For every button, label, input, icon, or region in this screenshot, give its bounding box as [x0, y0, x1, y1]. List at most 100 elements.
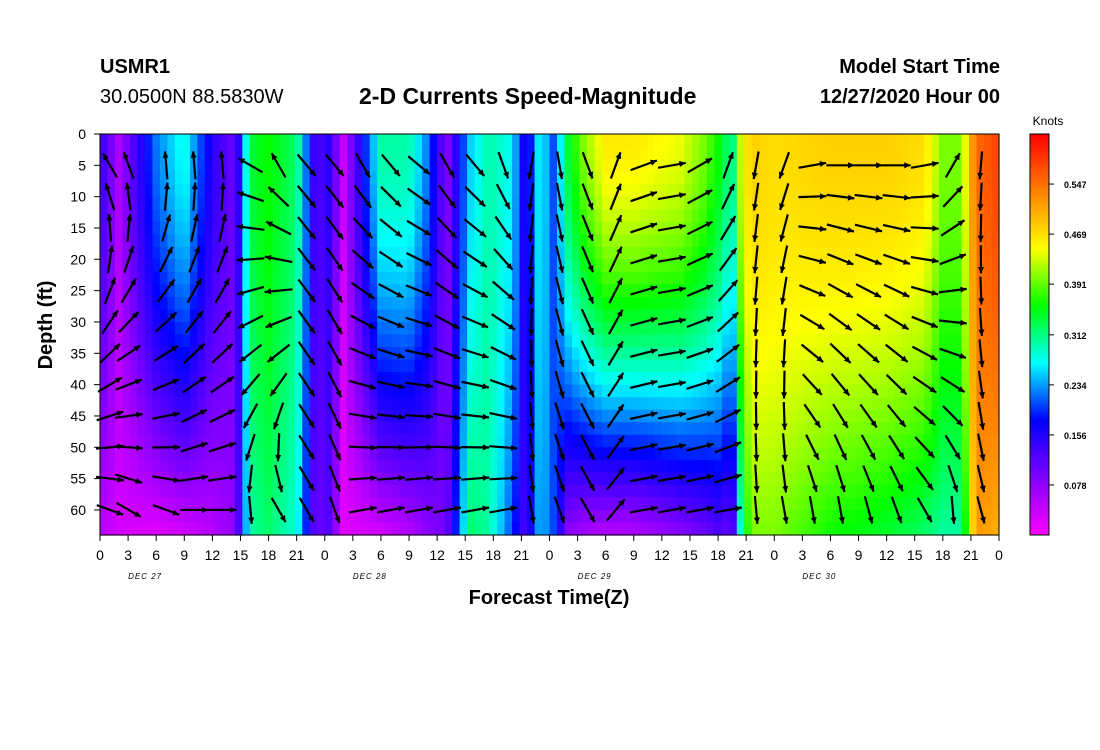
heatmap-cell [781, 359, 790, 373]
heatmap-cell [459, 347, 468, 361]
heatmap-cell [601, 234, 611, 248]
heatmap-cell [152, 447, 161, 461]
heatmap-cell [204, 509, 213, 524]
heatmap-cell [144, 196, 154, 210]
heatmap-cell [317, 447, 326, 461]
heatmap-cell [474, 196, 483, 210]
heatmap-cell [369, 347, 378, 361]
model-start-label: Model Start Time [839, 56, 1000, 78]
heatmap-cell [654, 271, 663, 285]
heatmap-cell [931, 347, 940, 361]
heatmap-cell [954, 334, 963, 348]
x-tick-label: 18 [261, 547, 277, 563]
heatmap-cell [826, 522, 835, 536]
heatmap-cell [452, 171, 461, 185]
heatmap-cell [849, 271, 858, 285]
heatmap-cell [129, 472, 139, 486]
heatmap-cell [946, 209, 955, 223]
heatmap-cell [272, 334, 281, 348]
heatmap-cell [646, 484, 655, 499]
current-vector [214, 277, 231, 304]
current-vector [606, 435, 625, 460]
heatmap-cell [939, 271, 948, 285]
current-vector [657, 192, 686, 201]
heatmap-cell [819, 472, 828, 486]
heatmap-cell [264, 159, 273, 173]
colorbar-tick-label: 0.547 [1064, 180, 1087, 190]
heatmap-cell [609, 409, 618, 423]
heatmap-cell [294, 184, 303, 198]
heatmap-cell [564, 234, 573, 248]
current-vector [780, 307, 787, 337]
heatmap-cell [624, 171, 633, 185]
heatmap-cell [961, 497, 970, 511]
heatmap-cell [512, 509, 521, 524]
heatmap-cell [279, 409, 288, 423]
heatmap-cell [811, 271, 820, 285]
heatmap-cell [354, 497, 363, 511]
heatmap-cell [894, 372, 903, 386]
heatmap-cell [497, 372, 506, 386]
heatmap-cell [991, 309, 1000, 323]
heatmap-cell [422, 271, 431, 285]
current-vector [939, 347, 967, 359]
heatmap-cell [796, 259, 805, 273]
heatmap-cell [684, 321, 693, 336]
heatmap-cell [556, 334, 566, 348]
heatmap-cell [249, 472, 258, 486]
heatmap-cell [969, 259, 978, 273]
heatmap-cell [834, 184, 843, 198]
heatmap-cell [399, 484, 408, 499]
heatmap-cell [144, 321, 154, 336]
current-vector [657, 505, 686, 514]
heatmap-cell [931, 184, 940, 198]
heatmap-cell [474, 221, 483, 235]
heatmap-cell [489, 484, 498, 499]
heatmap-cell [924, 309, 933, 323]
colorbar-tick-label: 0.391 [1064, 280, 1087, 290]
heatmap-cell [227, 422, 236, 436]
current-vector [752, 339, 759, 368]
heatmap-cell [624, 522, 633, 536]
heatmap-cell [114, 422, 124, 436]
current-vector [826, 253, 854, 266]
heatmap-cell [474, 296, 483, 311]
heatmap-cell [317, 522, 326, 536]
heatmap-cell [212, 209, 221, 223]
heatmap-cell [227, 384, 236, 398]
current-vector [328, 465, 342, 493]
heatmap-cell [849, 221, 858, 235]
heatmap-cell [422, 309, 431, 323]
heatmap-cell [332, 522, 341, 536]
heatmap-cell [744, 359, 753, 373]
heatmap-cell [264, 459, 273, 473]
heatmap-cell [347, 522, 356, 536]
heatmap-cell [721, 334, 730, 348]
current-vector [686, 315, 714, 329]
heatmap-cell [976, 422, 985, 436]
heatmap-cell [961, 171, 970, 185]
heatmap-cell [796, 472, 805, 486]
heatmap-cell [946, 159, 955, 173]
heatmap-cell [789, 434, 798, 448]
heatmap-cell [227, 259, 236, 273]
heatmap-cell [444, 359, 453, 373]
heatmap-cell [646, 334, 655, 348]
heatmap-cell [879, 459, 888, 473]
heatmap-cell [901, 397, 910, 411]
heatmap-cell [512, 284, 521, 298]
heatmap-cell [122, 296, 131, 311]
heatmap-cell [639, 321, 648, 336]
heatmap-cell [639, 171, 648, 185]
heatmap-cell [302, 234, 311, 248]
heatmap-cell [721, 296, 730, 311]
heatmap-cell [676, 434, 685, 448]
heatmap-cell [189, 171, 198, 185]
heatmap-cell [871, 434, 880, 448]
heatmap-cell [437, 509, 446, 524]
current-vector [162, 151, 169, 180]
heatmap-cell [242, 246, 251, 260]
heatmap-cell [879, 397, 888, 411]
heatmap-cell [931, 472, 940, 486]
heatmap-cell [774, 397, 783, 411]
